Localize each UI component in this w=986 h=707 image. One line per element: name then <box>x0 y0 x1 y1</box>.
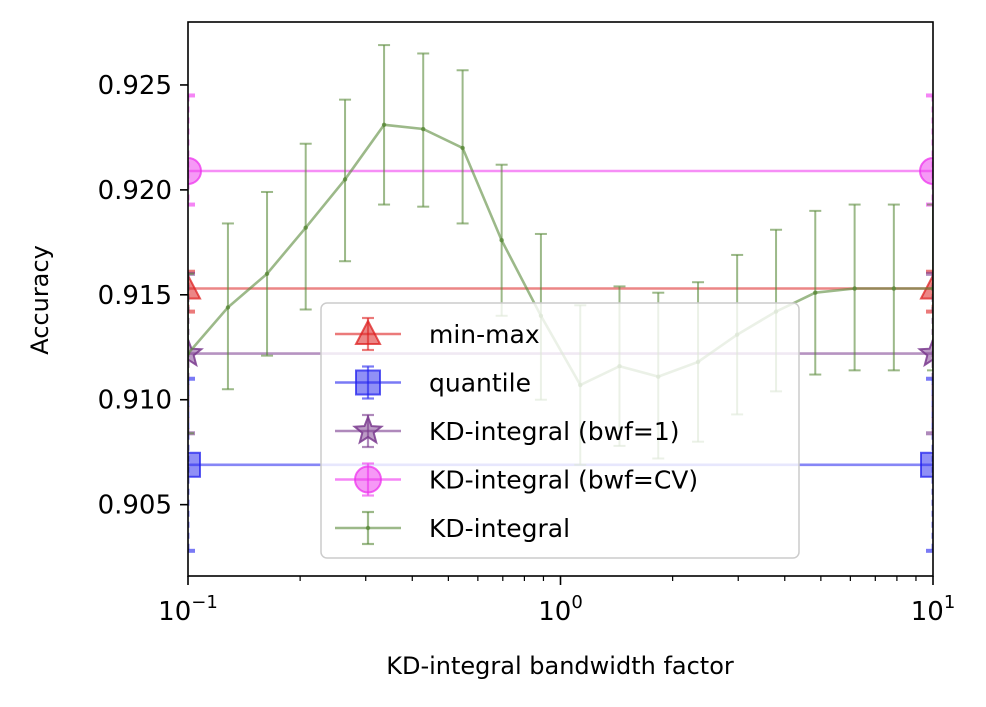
x-axis-label: KD-integral bandwidth factor <box>386 652 734 680</box>
kd-integral-point <box>342 177 348 182</box>
x-tick-label: 101 <box>911 592 956 627</box>
legend-label: quantile <box>429 369 531 398</box>
kd-integral-point <box>264 271 270 277</box>
legend-label: KD-integral (bwf=1) <box>429 417 679 446</box>
legend-marker <box>365 525 371 531</box>
kd-integral-point <box>813 290 818 295</box>
y-tick-label: 0.925 <box>98 71 172 101</box>
y-tick-label: 0.920 <box>98 176 172 206</box>
legend-marker <box>354 465 382 494</box>
legend-marker <box>354 318 382 345</box>
kd-integral-point <box>499 238 504 243</box>
y-tick-label: 0.905 <box>98 491 172 521</box>
y-axis-label: Accuracy <box>26 245 54 355</box>
kd-integral-point <box>421 126 426 132</box>
series-kd-bwfcv <box>188 93 933 207</box>
kd-bwf1-marker <box>188 336 204 368</box>
legend: min-max quantile KD-integral (bwf=1) KD-int… <box>320 302 800 559</box>
legend-box <box>320 302 800 559</box>
kd-integral-point <box>225 305 231 310</box>
legend-label: KD-integral <box>429 514 570 543</box>
kd-bwfcv-marker <box>919 156 933 185</box>
x-tick-label: 10−1 <box>158 592 218 627</box>
legend-label: KD-integral (bwf=CV) <box>429 466 698 495</box>
kd-bwfcv-marker <box>188 156 202 185</box>
quantile-marker <box>920 451 933 478</box>
legend-entry-quantile: quantile <box>335 365 531 400</box>
legend-entry-min-max: min-max <box>335 316 540 352</box>
legend-marker <box>352 414 384 445</box>
min-max-marker <box>919 273 933 300</box>
kd-bwf1-marker <box>917 336 933 368</box>
legend-marker <box>355 369 381 396</box>
x-tick-label: 100 <box>538 592 583 627</box>
kd-integral-point <box>381 122 387 128</box>
legend-label: min-max <box>429 320 540 349</box>
legend-entry-kd-integral: KD-integral <box>335 510 570 546</box>
kd-integral-point <box>852 286 857 291</box>
quantile-marker <box>188 451 201 478</box>
y-tick-label: 0.910 <box>98 386 172 416</box>
series-min-max <box>188 269 933 314</box>
kd-integral-point <box>303 225 308 230</box>
legend-entry-kd-bwfcv: KD-integral (bwf=CV) <box>335 462 698 497</box>
min-max-marker <box>188 273 202 300</box>
axes: 0.905 0.910 0.915 0.920 0.925 10−1 100 101 <box>98 21 956 627</box>
kd-integral-point <box>460 145 465 151</box>
legend-entry-kd-bwf1: KD-integral (bwf=1) <box>335 413 679 449</box>
y-tick-label: 0.915 <box>98 281 172 311</box>
kd-integral-point <box>891 286 897 291</box>
